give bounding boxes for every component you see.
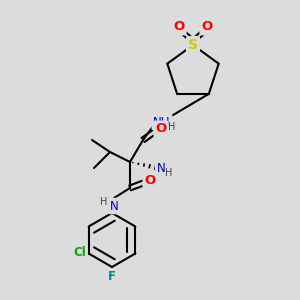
- Text: F: F: [108, 271, 116, 284]
- Text: N: N: [110, 200, 118, 212]
- Text: H: H: [100, 197, 108, 207]
- Text: O: O: [173, 20, 184, 34]
- Text: O: O: [155, 122, 167, 136]
- Text: NH: NH: [153, 116, 171, 128]
- Text: O: O: [144, 175, 156, 188]
- Text: S: S: [188, 38, 198, 52]
- Text: O: O: [201, 20, 213, 34]
- Text: H: H: [168, 122, 176, 132]
- Text: H: H: [165, 168, 173, 178]
- Text: N: N: [157, 161, 165, 175]
- Text: Cl: Cl: [73, 246, 86, 259]
